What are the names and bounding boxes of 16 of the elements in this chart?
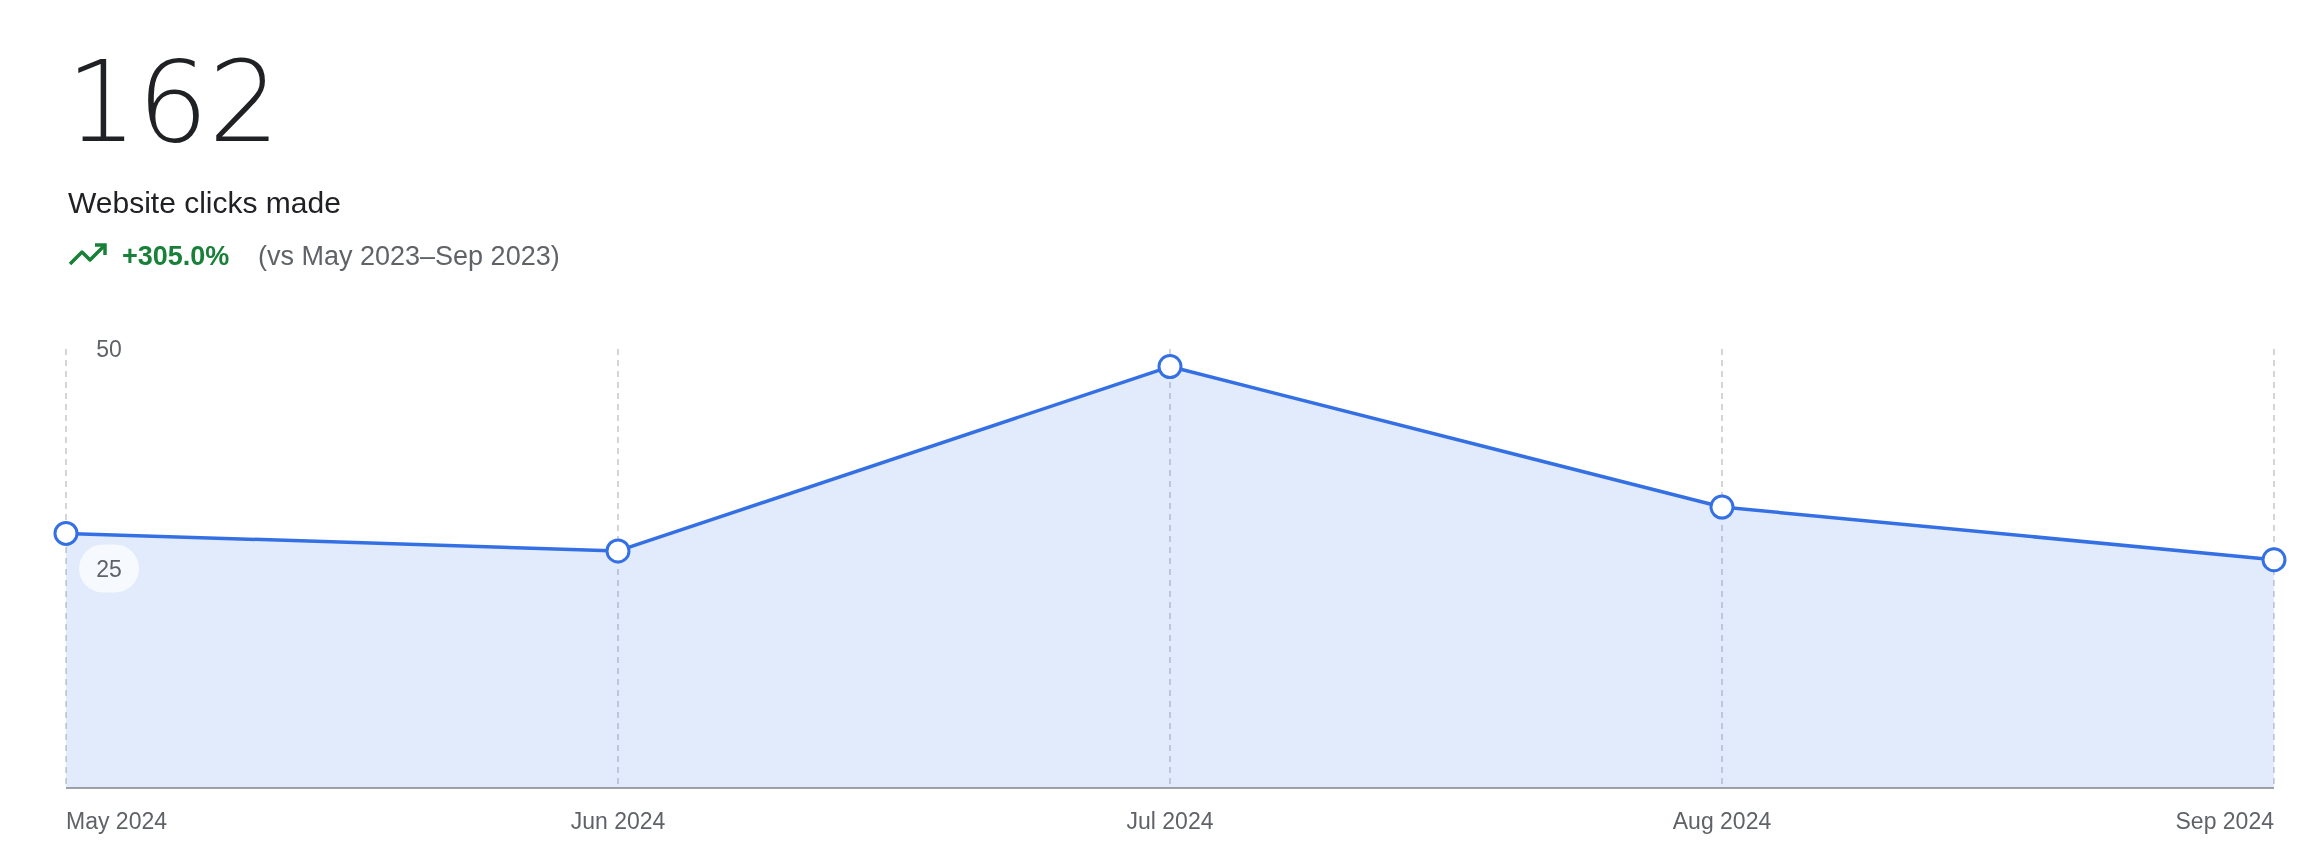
x-tick-label: Aug 2024 [1672,808,1772,834]
chart-title: 162 [66,37,280,167]
y-tick-label: 50 [96,336,122,363]
x-tick-label: Jul 2024 [1126,808,1214,834]
text: +305.0% [122,241,230,271]
point [605,538,631,564]
y-tick-label: 25 [96,555,122,582]
x-tick-label: Sep 2024 [2175,808,2275,834]
point [2261,547,2287,573]
point [1157,354,1183,380]
point [1709,494,1735,520]
x-tick-label: Jun 2024 [570,808,666,834]
text: (vs May 2023–Sep 2023) [258,241,560,271]
point [53,520,79,546]
chart-subtitle: Website clicks made [68,186,341,219]
x-tick-label: May 2024 [66,808,168,834]
